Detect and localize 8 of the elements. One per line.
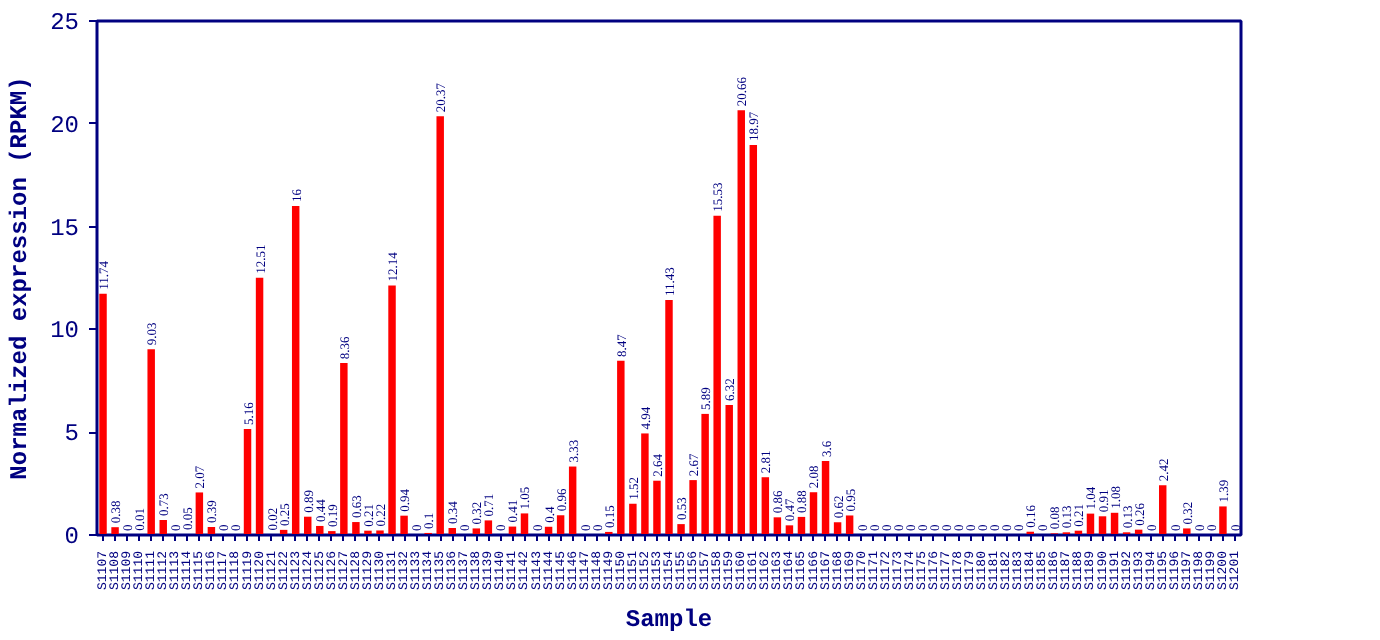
y-tick-label: 20 <box>50 111 80 140</box>
y-tick-label: 10 <box>50 317 80 346</box>
y-axis-title: Normalized expression (RPKM) <box>6 76 35 480</box>
y-tick-label: 5 <box>64 420 79 449</box>
y-tick-label: 25 <box>50 9 80 37</box>
y-tick-label: 0 <box>64 523 79 551</box>
x-axis-title: Sample <box>625 606 713 635</box>
y-tick-label: 15 <box>50 214 80 243</box>
